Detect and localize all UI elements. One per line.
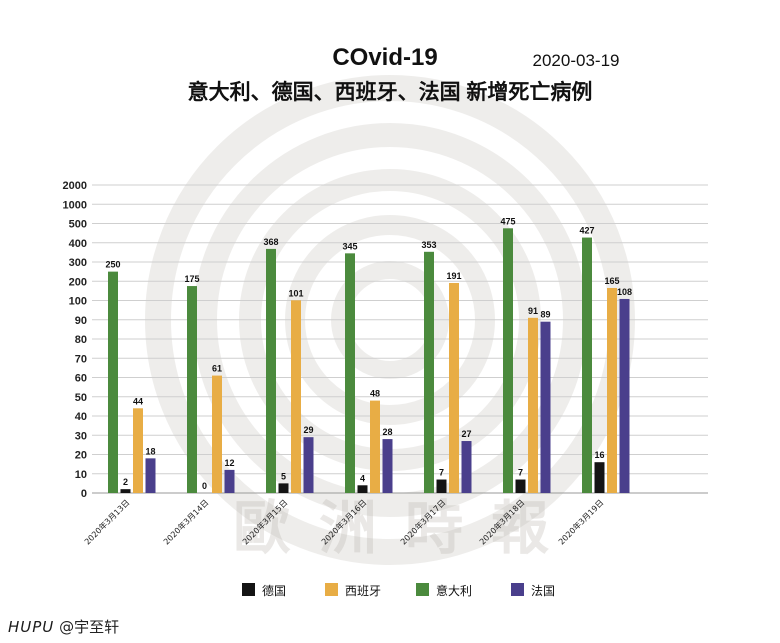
legend-swatch-德国 bbox=[242, 583, 255, 596]
bar-意大利 bbox=[266, 248, 276, 493]
bar-意大利 bbox=[108, 271, 118, 493]
x-tick-label: 2020年3月13日 bbox=[82, 497, 131, 546]
watermark-text: 歐洲時報 bbox=[233, 494, 577, 562]
bar-value-label: 18 bbox=[145, 446, 155, 456]
bar-意大利 bbox=[345, 253, 355, 493]
y-tick-label: 10 bbox=[75, 469, 87, 481]
bar-意大利 bbox=[424, 251, 434, 493]
legend-label-意大利: 意大利 bbox=[436, 583, 472, 598]
bar-法国 bbox=[224, 469, 235, 493]
bar-value-label: 89 bbox=[540, 310, 550, 320]
footer: HUPU @宇至轩 bbox=[8, 616, 119, 637]
bar-value-label: 48 bbox=[370, 389, 380, 399]
bar-value-label: 5 bbox=[281, 471, 286, 481]
legend-swatch-法国 bbox=[511, 583, 524, 596]
bar-意大利 bbox=[503, 228, 513, 493]
y-tick-label: 30 bbox=[75, 430, 87, 442]
bar-德国 bbox=[120, 489, 131, 493]
bar-value-label: 475 bbox=[500, 216, 515, 226]
footer-brand: HUPU bbox=[8, 618, 55, 636]
bar-德国 bbox=[436, 479, 447, 493]
y-tick-label: 40 bbox=[75, 411, 87, 423]
y-tick-label: 400 bbox=[69, 238, 87, 250]
bar-西班牙 bbox=[449, 282, 459, 493]
bar-西班牙 bbox=[291, 300, 301, 493]
bar-法国 bbox=[382, 439, 393, 493]
bar-西班牙 bbox=[133, 408, 143, 493]
bar-西班牙 bbox=[607, 287, 617, 493]
x-tick-label: 2020年3月14日 bbox=[161, 497, 210, 546]
bar-德国 bbox=[278, 483, 289, 493]
bar-value-label: 345 bbox=[342, 241, 357, 251]
legend: 德国 西班牙 意大利 法国 bbox=[242, 583, 555, 598]
y-tick-label: 90 bbox=[75, 315, 87, 327]
bar-value-label: 191 bbox=[446, 271, 461, 281]
legend-label-西班牙: 西班牙 bbox=[345, 584, 381, 598]
bar-value-label: 91 bbox=[528, 306, 538, 316]
bar-法国 bbox=[461, 441, 472, 493]
bar-value-label: 368 bbox=[263, 237, 278, 247]
y-tick-label: 200 bbox=[69, 276, 87, 288]
bar-value-label: 16 bbox=[594, 450, 604, 460]
bar-法国 bbox=[145, 458, 156, 493]
bar-value-label: 353 bbox=[421, 240, 436, 250]
y-tick-label: 100 bbox=[69, 296, 87, 308]
bar-value-label: 29 bbox=[303, 425, 313, 435]
bar-西班牙 bbox=[212, 375, 222, 493]
chart-date: 2020-03-19 bbox=[533, 51, 620, 70]
bar-value-label: 61 bbox=[212, 364, 222, 374]
bar-法国 bbox=[619, 298, 630, 493]
bar-法国 bbox=[303, 437, 314, 493]
bar-value-label: 427 bbox=[579, 226, 594, 236]
y-tick-label: 300 bbox=[69, 257, 87, 269]
bar-value-label: 108 bbox=[617, 287, 632, 297]
bar-德国 bbox=[357, 485, 368, 493]
legend-label-德国: 德国 bbox=[262, 583, 286, 598]
bar-value-label: 0 bbox=[202, 481, 207, 491]
bar-value-label: 44 bbox=[133, 396, 143, 406]
chart-subtitle: 意大利、德国、西班牙、法国 新增死亡病例 bbox=[188, 80, 593, 104]
y-axis: 0 10 20 30 40 50 60 70 80 90 100 200 300 400 500 1000 20… bbox=[63, 180, 87, 500]
y-tick-label: 500 bbox=[69, 219, 87, 231]
y-tick-label: 1000 bbox=[63, 199, 87, 211]
bar-意大利 bbox=[187, 286, 197, 493]
bar-value-label: 7 bbox=[518, 468, 523, 478]
bar-value-label: 7 bbox=[439, 468, 444, 478]
bar-西班牙 bbox=[370, 400, 380, 493]
bar-意大利 bbox=[582, 237, 592, 493]
y-tick-label: 50 bbox=[75, 392, 87, 404]
bar-value-label: 250 bbox=[105, 260, 120, 270]
chart-title: COvid-19 bbox=[332, 44, 437, 71]
footer-author: @宇至轩 bbox=[59, 618, 120, 636]
bar-value-label: 2 bbox=[123, 477, 128, 487]
legend-swatch-西班牙 bbox=[325, 583, 338, 596]
bar-西班牙 bbox=[528, 317, 538, 493]
y-tick-label: 20 bbox=[75, 450, 87, 462]
bar-value-label: 12 bbox=[224, 458, 234, 468]
bar-value-label: 175 bbox=[184, 274, 199, 284]
bar-groups: 250 2 44 18 175 0 61 12 368 5 101 29 345 4 48 28 353 7 191… bbox=[105, 216, 632, 493]
y-tick-label: 0 bbox=[81, 488, 87, 500]
bar-德国 bbox=[594, 462, 605, 493]
y-tick-label: 80 bbox=[75, 334, 87, 346]
bar-value-label: 165 bbox=[604, 276, 619, 286]
y-tick-label: 60 bbox=[75, 373, 87, 385]
y-tick-label: 2000 bbox=[63, 180, 87, 192]
bar-value-label: 27 bbox=[461, 429, 471, 439]
y-tick-label: 70 bbox=[75, 353, 87, 365]
legend-swatch-意大利 bbox=[416, 583, 429, 596]
bar-法国 bbox=[540, 321, 551, 493]
bar-value-label: 101 bbox=[288, 288, 303, 298]
bar-德国 bbox=[515, 479, 526, 493]
bar-value-label: 4 bbox=[360, 473, 365, 483]
legend-label-法国: 法国 bbox=[531, 584, 555, 598]
bar-value-label: 28 bbox=[382, 427, 392, 437]
